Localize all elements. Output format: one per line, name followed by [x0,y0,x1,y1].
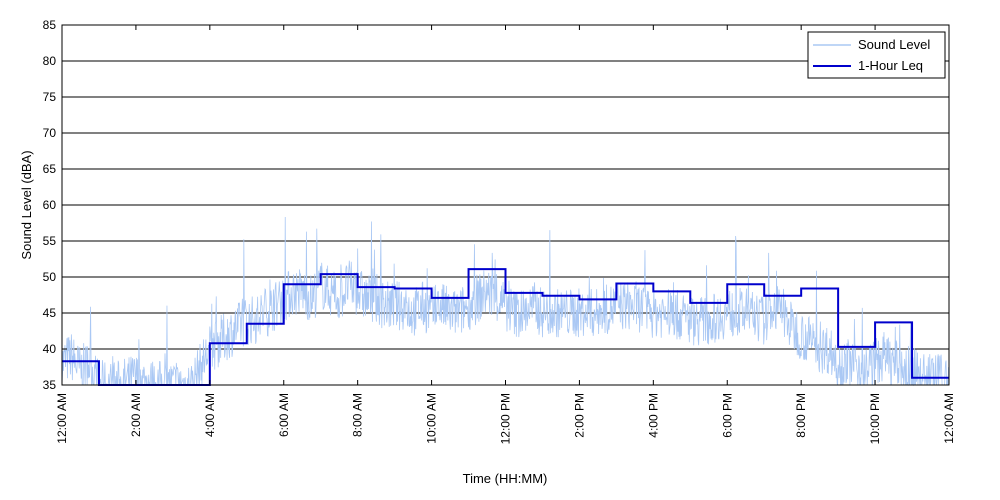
y-tick-label: 65 [43,162,57,176]
x-tick-label: 12:00 AM [55,393,69,444]
legend-label-sound-level: Sound Level [858,37,930,52]
y-tick-label: 50 [43,270,57,284]
y-axis-label: Sound Level (dBA) [19,150,34,259]
x-tick-label: 2:00 AM [129,393,143,437]
legend-box [807,31,946,79]
x-tick-label: 8:00 PM [794,393,808,438]
x-tick-label: 12:00 PM [499,393,513,444]
y-tick-label: 75 [43,90,57,104]
x-axis-ticks: 12:00 AM 2:00 AM 4:00 AM 6:00 AM 8:00 AM 10:0… [55,25,956,444]
x-tick-label: 10:00 AM [425,393,439,444]
x-tick-label: 4:00 AM [203,393,217,437]
y-tick-label: 55 [43,234,57,248]
x-tick-label: 6:00 PM [720,393,734,438]
leq-series [62,268,949,386]
y-tick-label: 45 [43,306,57,320]
legend-label-leq: 1-Hour Leq [858,58,923,73]
x-axis-label: Time (HH:MM) [463,471,548,486]
y-tick-label: 60 [43,198,57,212]
x-tick-label: 10:00 PM [868,393,882,444]
series-line-leq [62,268,949,386]
y-axis-ticks: 35 40 45 50 55 60 65 70 75 80 85 [43,18,949,392]
y-tick-label: 35 [43,378,57,392]
x-tick-label: 2:00 PM [572,393,586,438]
legend: Sound Level 1-Hour Leq [807,31,946,79]
y-tick-label: 80 [43,54,57,68]
x-tick-label: 8:00 AM [351,393,365,437]
y-tick-label: 40 [43,342,57,356]
x-tick-label: 6:00 AM [277,393,291,437]
y-tick-label: 70 [43,126,57,140]
x-tick-label: 4:00 PM [646,393,660,438]
y-tick-label: 85 [43,18,57,32]
x-tick-label: 12:00 AM [942,393,956,444]
